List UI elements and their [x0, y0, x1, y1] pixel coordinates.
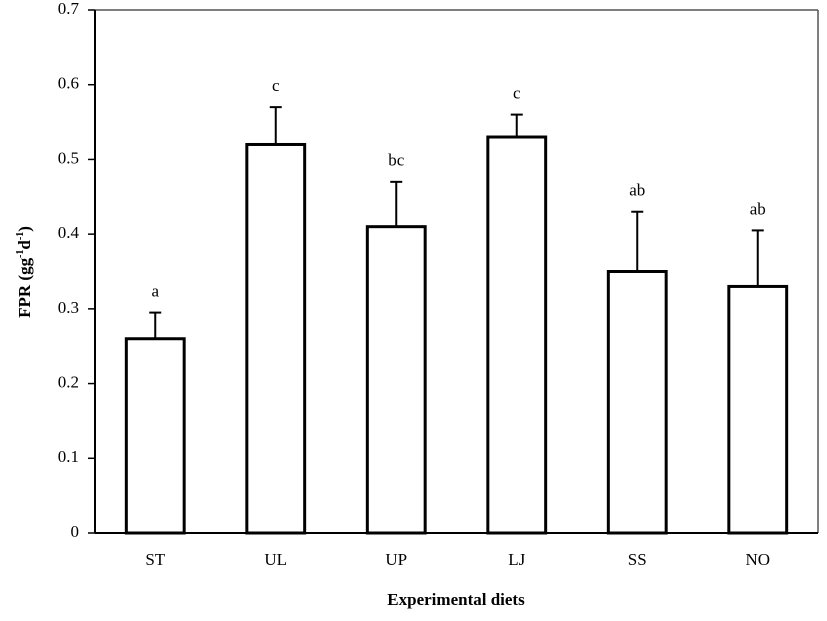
x-tick-label: UL [264, 550, 287, 569]
y-tick-label: 0 [71, 522, 80, 541]
y-tick-label: 0.2 [58, 372, 79, 391]
x-tick-label: LJ [508, 550, 525, 569]
bar [124, 337, 186, 535]
y-axis-label: FPR (gg-1d-1) [15, 226, 34, 318]
bar [606, 270, 668, 535]
y-tick-label: 0.1 [58, 447, 79, 466]
bar [245, 142, 307, 535]
significance-label: ab [750, 199, 766, 218]
y-tick-label: 0.3 [58, 298, 79, 317]
y-tick-label: 0.7 [58, 0, 80, 18]
significance-label: c [513, 84, 521, 103]
significance-label: c [272, 76, 280, 95]
x-tick-label: ST [145, 550, 165, 569]
y-label-superscript: -1 [15, 232, 26, 240]
x-tick-label: SS [628, 550, 647, 569]
significance-label: bc [388, 151, 405, 170]
significance-label: ab [629, 181, 645, 200]
x-axis-label: Experimental diets [387, 590, 525, 609]
y-tick-label: 0.5 [58, 148, 79, 167]
significance-label: a [151, 281, 159, 300]
bar [365, 225, 427, 535]
y-tick-label: 0.6 [58, 74, 79, 93]
y-label-part: ) [15, 226, 34, 232]
y-label-part: FPR (gg [15, 257, 34, 317]
x-tick-label: NO [745, 550, 770, 569]
y-label-part: d [15, 240, 34, 250]
bar [486, 135, 548, 535]
y-label-superscript: -1 [15, 250, 26, 258]
bar [727, 284, 789, 535]
x-tick-label: UP [385, 550, 407, 569]
y-tick-label: 0.4 [58, 223, 80, 242]
